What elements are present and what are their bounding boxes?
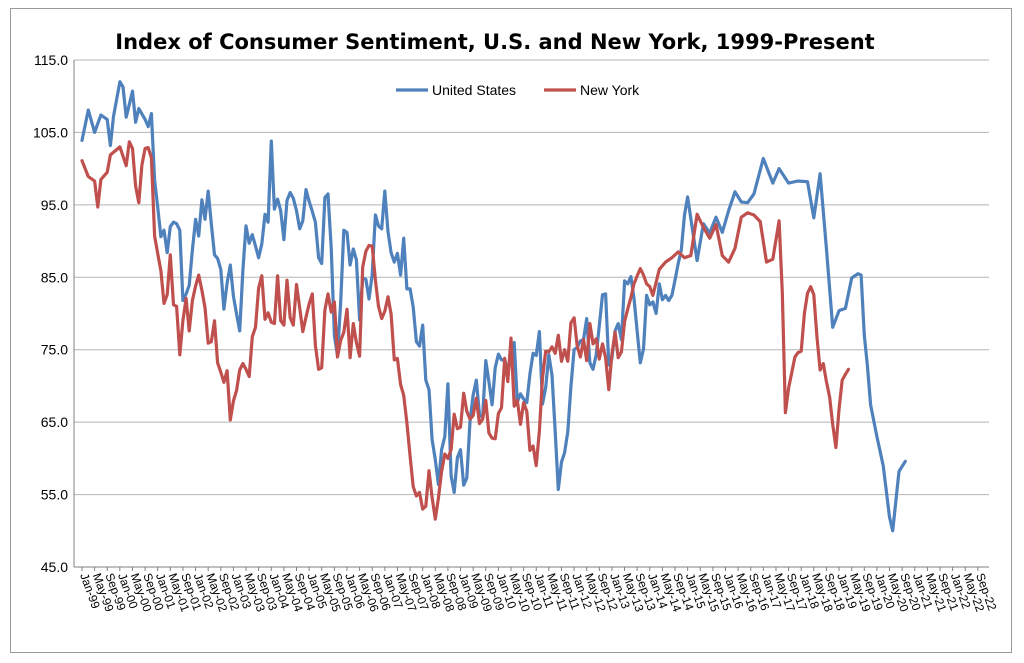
chart-title: Index of Consumer Sentiment, U.S. and Ne… — [115, 30, 874, 54]
y-tick-label: 75.0 — [41, 342, 68, 358]
y-axis-ticks: 115.0 105.0 95.0 85.0 75.0 65.0 55.0 45.0 — [33, 52, 68, 575]
gridlines — [73, 59, 989, 568]
y-tick-label: 65.0 — [41, 414, 68, 430]
y-tick-label: 55.0 — [41, 487, 68, 503]
chart-frame: Index of Consumer Sentiment, U.S. and Ne… — [10, 8, 1012, 653]
series-lines — [80, 80, 907, 533]
y-tick-label: 95.0 — [41, 197, 68, 213]
y-tick-label: 115.0 — [34, 52, 68, 68]
legend-label: New York — [580, 82, 640, 98]
chart-canvas: Index of Consumer Sentiment, U.S. and Ne… — [33, 30, 1000, 614]
y-tick-label: 85.0 — [41, 269, 68, 285]
legend: United States New York — [396, 82, 640, 98]
x-axis-ticks: Jan-99May-99Sep-99Jan-00May-00Sep-00Jan-… — [77, 567, 1000, 614]
y-tick-label: 45.0 — [41, 559, 68, 575]
legend-label: United States — [432, 82, 516, 98]
y-tick-label: 105.0 — [33, 124, 68, 140]
series-line-united-states — [80, 80, 907, 533]
series-line-new-york — [80, 140, 851, 521]
